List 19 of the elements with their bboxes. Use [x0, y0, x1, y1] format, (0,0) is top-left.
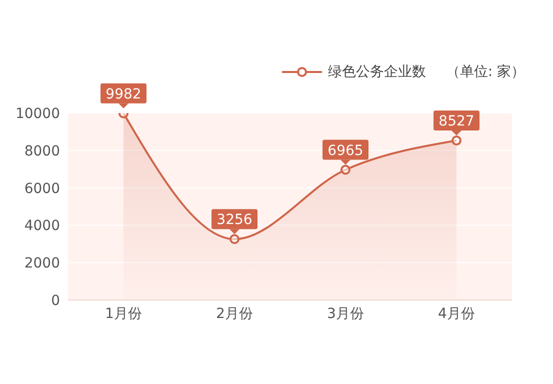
x-tick-label: 3月份 [327, 306, 364, 322]
data-label: 3256 [216, 212, 252, 228]
text: （单位: 家） [446, 63, 525, 81]
data-label: 6965 [328, 142, 364, 159]
legend-label: 绿色公务企业数 [328, 63, 426, 81]
data-label: 9982 [106, 86, 142, 102]
y-tick-label: 8000 [24, 143, 60, 160]
x-tick-label: 1月份 [105, 306, 142, 322]
point [230, 234, 240, 244]
y-tick-label: 0 [51, 292, 60, 309]
point [452, 136, 462, 146]
y-tick-label: 6000 [24, 180, 60, 197]
x-tick-label: 2月份 [216, 306, 253, 322]
x-tick-label: 4月份 [438, 306, 475, 322]
y-tick-label: 10000 [15, 106, 60, 122]
data-label: 8527 [438, 114, 474, 130]
point [340, 164, 350, 175]
y-tick-label: 4000 [24, 218, 60, 234]
y-tick-label: 2000 [24, 256, 60, 272]
